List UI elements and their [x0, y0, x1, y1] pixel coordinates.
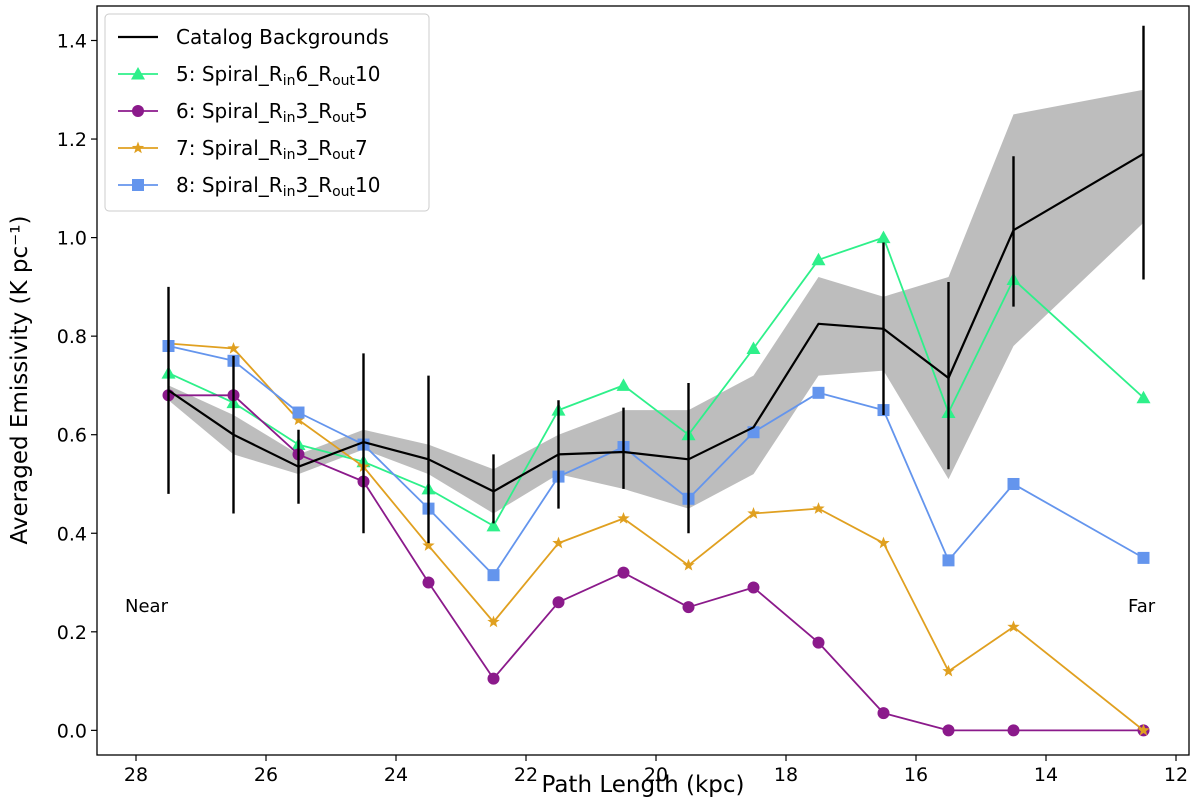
series-2-point	[422, 576, 435, 589]
legend-swatch-marker	[132, 105, 144, 117]
x-tick-label: 20	[644, 764, 668, 786]
y-tick-label: 0.0	[57, 720, 87, 742]
legend-swatch-marker	[132, 179, 144, 191]
series-3-point	[942, 664, 955, 677]
plot-frame	[96, 5, 1190, 756]
x-tick-label: 18	[774, 764, 798, 786]
series-4-point	[942, 554, 955, 567]
series-3-line	[168, 342, 1145, 732]
series-1-point	[616, 378, 631, 391]
x-tick-label: 14	[1034, 764, 1058, 786]
series-3-point	[487, 615, 500, 628]
legend-label: 8: Spiral_Rin3_Rout10	[176, 173, 380, 200]
legend-entry: 8: Spiral_Rin3_Rout10	[118, 173, 380, 200]
x-tick-label: 26	[254, 764, 278, 786]
legend-entry: Catalog Backgrounds	[118, 25, 389, 49]
series-2-point	[747, 581, 760, 594]
series-3-point	[682, 558, 695, 571]
y-tick-label: 0.2	[57, 622, 87, 644]
series-2-point	[1007, 724, 1020, 737]
y-tick-label: 1.0	[57, 228, 87, 250]
series-3-point	[552, 536, 565, 549]
legend-entry: 6: Spiral_Rin3_Rout5	[118, 99, 368, 126]
series-3-point	[227, 341, 240, 354]
far-annotation: Far	[1128, 596, 1156, 617]
legend-label: Catalog Backgrounds	[176, 25, 389, 49]
series-2-point	[487, 672, 500, 685]
legend-swatch-marker	[131, 141, 145, 154]
series-2-point	[812, 636, 825, 649]
y-tick-label: 0.6	[57, 425, 87, 447]
legend-entry: 7: Spiral_Rin3_Rout7	[118, 136, 368, 163]
axis-layer: 28 26 24 22 20 18 16 14 12 0.0 0.2 0.4 0.6 0.8 1.0 1.2 1…	[57, 30, 1188, 786]
x-tick-label: 12	[1164, 764, 1188, 786]
y-axis-title: Averaged Emissivity (K pc⁻¹)	[7, 216, 33, 545]
series-1-point	[486, 518, 501, 532]
series-1-point	[876, 230, 891, 244]
series-4-point	[1007, 477, 1020, 490]
series-1-point	[1136, 390, 1151, 404]
series-2-point	[552, 596, 565, 609]
series-1-point	[811, 252, 826, 266]
series-4-point	[1137, 551, 1150, 564]
series-3-point	[747, 507, 760, 519]
y-tick-label: 1.4	[57, 30, 87, 52]
series-2-point	[877, 707, 890, 720]
series-3-point	[812, 502, 825, 514]
legend: Catalog Backgrounds 5: Spiral_Rin6_Rout10…	[104, 13, 430, 212]
x-tick-label: 24	[384, 764, 408, 786]
legend-swatch-marker	[131, 67, 145, 80]
series-3-point	[617, 511, 630, 524]
x-tick-label: 16	[904, 764, 928, 786]
series-2-group	[162, 389, 1150, 737]
x-axis-title: Path Length (kpc)	[542, 772, 745, 798]
series-3-point	[1137, 723, 1150, 736]
series-3-point	[1007, 620, 1020, 633]
legend-label: 5: Spiral_Rin6_Rout10	[176, 62, 380, 89]
near-annotation: Near	[125, 596, 169, 617]
series-4-point	[487, 569, 500, 582]
series-1-point	[746, 341, 761, 354]
series-2-point	[682, 601, 695, 614]
legend-entry: 5: Spiral_Rin6_Rout10	[118, 62, 380, 89]
series-2-point	[942, 724, 955, 737]
series-3-point	[292, 413, 305, 426]
x-tick-label: 22	[514, 764, 538, 786]
legend-frame	[104, 13, 430, 212]
series-3-point	[877, 536, 890, 549]
series-4-point	[292, 406, 305, 419]
series-3-point	[422, 539, 435, 551]
legend-label: 7: Spiral_Rin3_Rout7	[176, 136, 368, 163]
series-2-point	[617, 566, 630, 579]
y-tick-label: 1.2	[57, 129, 87, 151]
series-4-point	[812, 386, 825, 399]
x-tick-label: 28	[124, 764, 148, 786]
series-3-group	[162, 337, 1150, 736]
error-bar-layer	[167, 25, 1145, 544]
y-tick-label: 0.4	[57, 523, 87, 545]
y-tick-label: 0.8	[57, 326, 87, 348]
legend-label: 6: Spiral_Rin3_Rout5	[176, 99, 368, 126]
